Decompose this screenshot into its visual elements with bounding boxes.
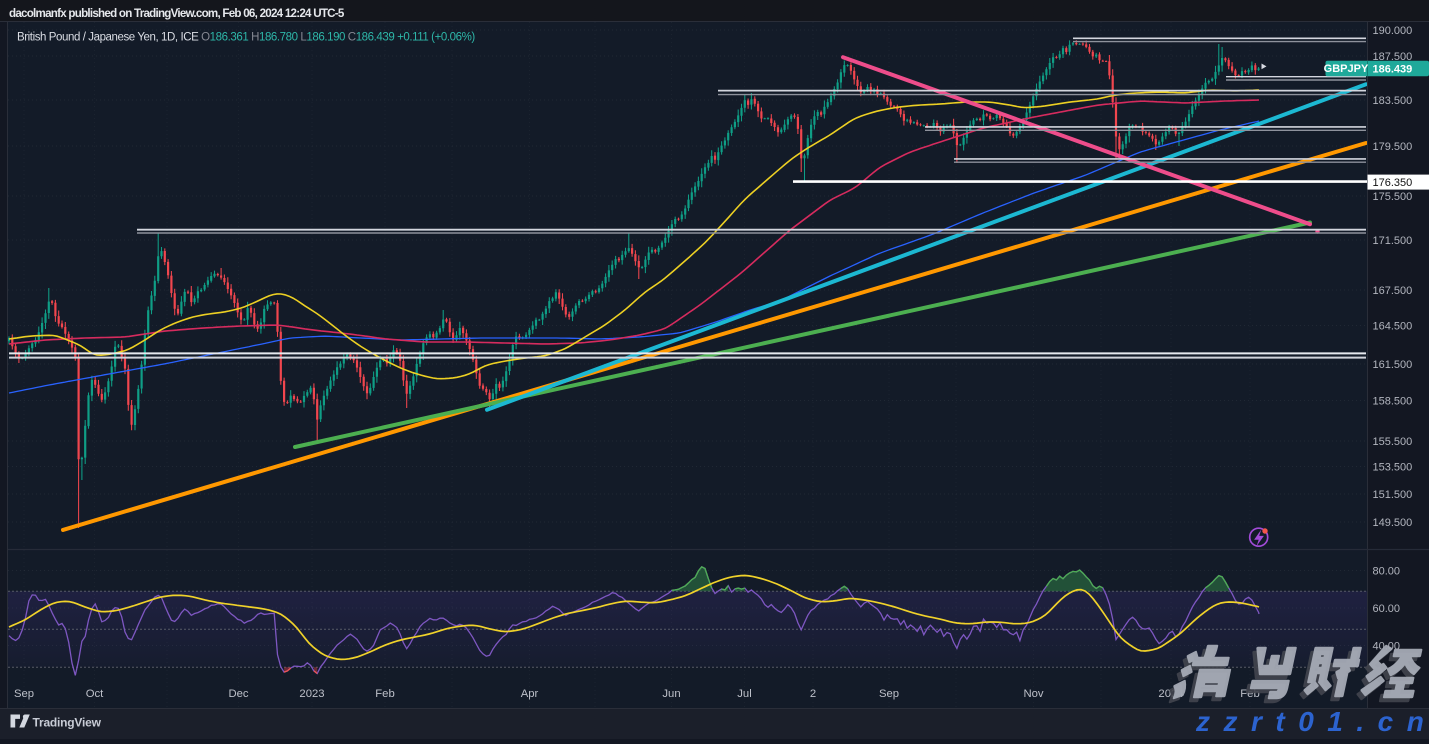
svg-text:Apr: Apr [521,688,539,700]
svg-text:TradingView: TradingView [33,716,102,730]
svg-text:dacolmanfx published on Tradin: dacolmanfx published on TradingView.com,… [9,7,345,20]
svg-text:GBPJPY: GBPJPY [1324,63,1369,75]
svg-text:80.00: 80.00 [1373,565,1401,577]
svg-text:190.000: 190.000 [1373,25,1413,37]
svg-text:Sep: Sep [879,688,899,700]
svg-text:164.500: 164.500 [1373,320,1413,332]
svg-text:60.00: 60.00 [1373,603,1401,615]
svg-text:175.500: 175.500 [1373,191,1413,203]
svg-text:151.500: 151.500 [1373,489,1413,501]
svg-text:Feb: Feb [375,688,394,700]
svg-text:183.500: 183.500 [1373,95,1413,107]
svg-text:179.500: 179.500 [1373,141,1413,153]
svg-text:zzrt01.cn: zzrt01.cn [1195,706,1429,737]
svg-text:Sep: Sep [14,688,34,700]
svg-text:Dec: Dec [228,688,248,700]
svg-text:186.439: 186.439 [1373,63,1413,75]
svg-text:167.500: 167.500 [1373,285,1413,297]
svg-text:149.500: 149.500 [1373,517,1413,529]
svg-text:British Pound / Japanese Yen,: British Pound / Japanese Yen, 1D, ICE O1… [17,32,475,44]
svg-text:2023: 2023 [299,688,324,700]
svg-text:Nov: Nov [1023,688,1043,700]
svg-text:Oct: Oct [86,688,104,700]
svg-text:155.500: 155.500 [1373,436,1413,448]
svg-text:171.500: 171.500 [1373,235,1413,247]
svg-text:Jul: Jul [737,688,751,700]
svg-text:187.500: 187.500 [1373,51,1413,63]
svg-text:161.500: 161.500 [1373,359,1413,371]
svg-text:153.500: 153.500 [1373,461,1413,473]
svg-text:2: 2 [810,688,816,700]
svg-text:158.500: 158.500 [1373,395,1413,407]
svg-text:176.350: 176.350 [1373,177,1413,189]
svg-text:Jun: Jun [662,688,680,700]
